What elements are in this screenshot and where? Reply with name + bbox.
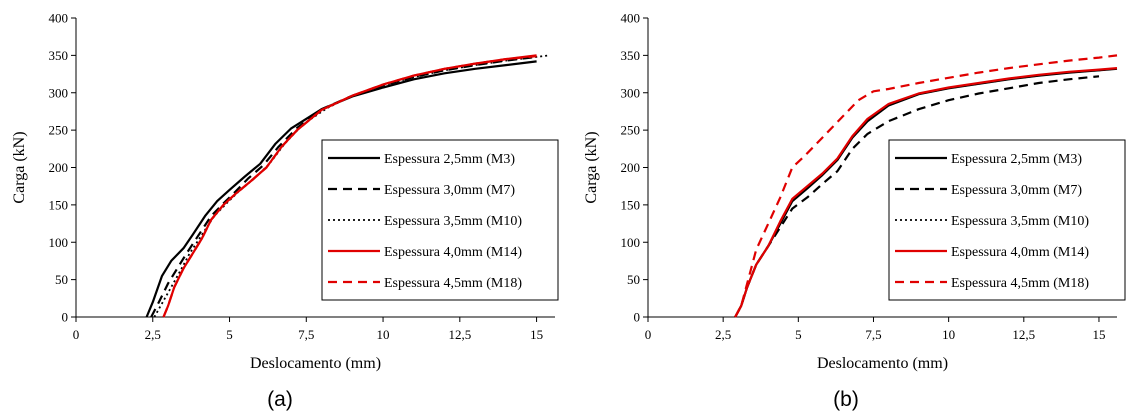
y-tick-label: 250: [49, 123, 69, 138]
x-tick-label: 12,5: [448, 327, 471, 342]
legend-label-2: Espessura 3,0mm (M7): [951, 183, 1082, 198]
chart-caption: (a): [267, 388, 293, 411]
y-tick-label: 300: [621, 85, 641, 100]
y-tick-label: 200: [49, 160, 69, 175]
x-tick-label: 0: [645, 327, 652, 342]
legend-label-1: Espessura 2,5mm (M3): [384, 152, 515, 167]
x-tick-label: 10: [942, 327, 955, 342]
y-tick-label: 150: [621, 197, 641, 212]
x-tick-label: 0: [73, 327, 80, 342]
x-axis-label: Deslocamento (mm): [250, 355, 381, 372]
y-axis-label: Carga (kN): [583, 131, 600, 203]
y-tick-label: 400: [49, 11, 69, 26]
x-tick-label: 2,5: [715, 327, 731, 342]
legend: Espessura 2,5mm (M3) Espessura 3,0mm (M7)…: [322, 140, 558, 300]
x-tick-label: 15: [530, 327, 543, 342]
chart-1: 0 50 100 150 200 250 300 350 400 0 2,5 5 7,5 10 12,5 15…: [11, 11, 558, 412]
legend-label-2: Espessura 3,0mm (M7): [384, 183, 515, 198]
y-tick-label: 50: [627, 272, 640, 287]
y-tick-label: 0: [634, 310, 641, 325]
legend: Espessura 2,5mm (M3) Espessura 3,0mm (M7)…: [889, 140, 1125, 300]
chart-caption: (b): [833, 388, 859, 411]
y-tick-label: 250: [621, 123, 641, 138]
legend-label-3: Espessura 3,5mm (M10): [384, 214, 522, 229]
legend-label-5: Espessura 4,5mm (M18): [384, 276, 522, 291]
x-tick-label: 2,5: [145, 327, 161, 342]
x-tick-label: 5: [795, 327, 802, 342]
y-tick-label: 100: [49, 235, 69, 250]
legend-label-4: Espessura 4,0mm (M14): [384, 245, 522, 260]
legend-label-5: Espessura 4,5mm (M18): [951, 276, 1089, 291]
y-tick-label: 350: [621, 48, 641, 63]
y-tick-label: 150: [49, 197, 69, 212]
legend-label-1: Espessura 2,5mm (M3): [951, 152, 1082, 167]
legend-label-3: Espessura 3,5mm (M10): [951, 214, 1089, 229]
y-tick-label: 0: [62, 310, 69, 325]
y-tick-label: 200: [621, 160, 641, 175]
x-tick-label: 15: [1092, 327, 1105, 342]
chart-2: 0 50 100 150 200 250 300 350 400 0 2,5 5 7,5 10 12,5 15…: [583, 11, 1125, 412]
y-axis-label: Carga (kN): [11, 131, 28, 203]
x-tick-label: 5: [226, 327, 233, 342]
legend-label-4: Espessura 4,0mm (M14): [951, 245, 1089, 260]
y-tick-label: 50: [55, 272, 68, 287]
y-tick-label: 100: [621, 235, 641, 250]
y-tick-label: 400: [621, 11, 641, 26]
x-tick-label: 7,5: [865, 327, 881, 342]
y-tick-label: 300: [49, 85, 69, 100]
x-tick-label: 7,5: [298, 327, 314, 342]
x-tick-label: 10: [377, 327, 390, 342]
x-axis-label: Deslocamento (mm): [817, 355, 948, 372]
x-tick-label: 12,5: [1012, 327, 1035, 342]
y-tick-label: 350: [49, 48, 69, 63]
